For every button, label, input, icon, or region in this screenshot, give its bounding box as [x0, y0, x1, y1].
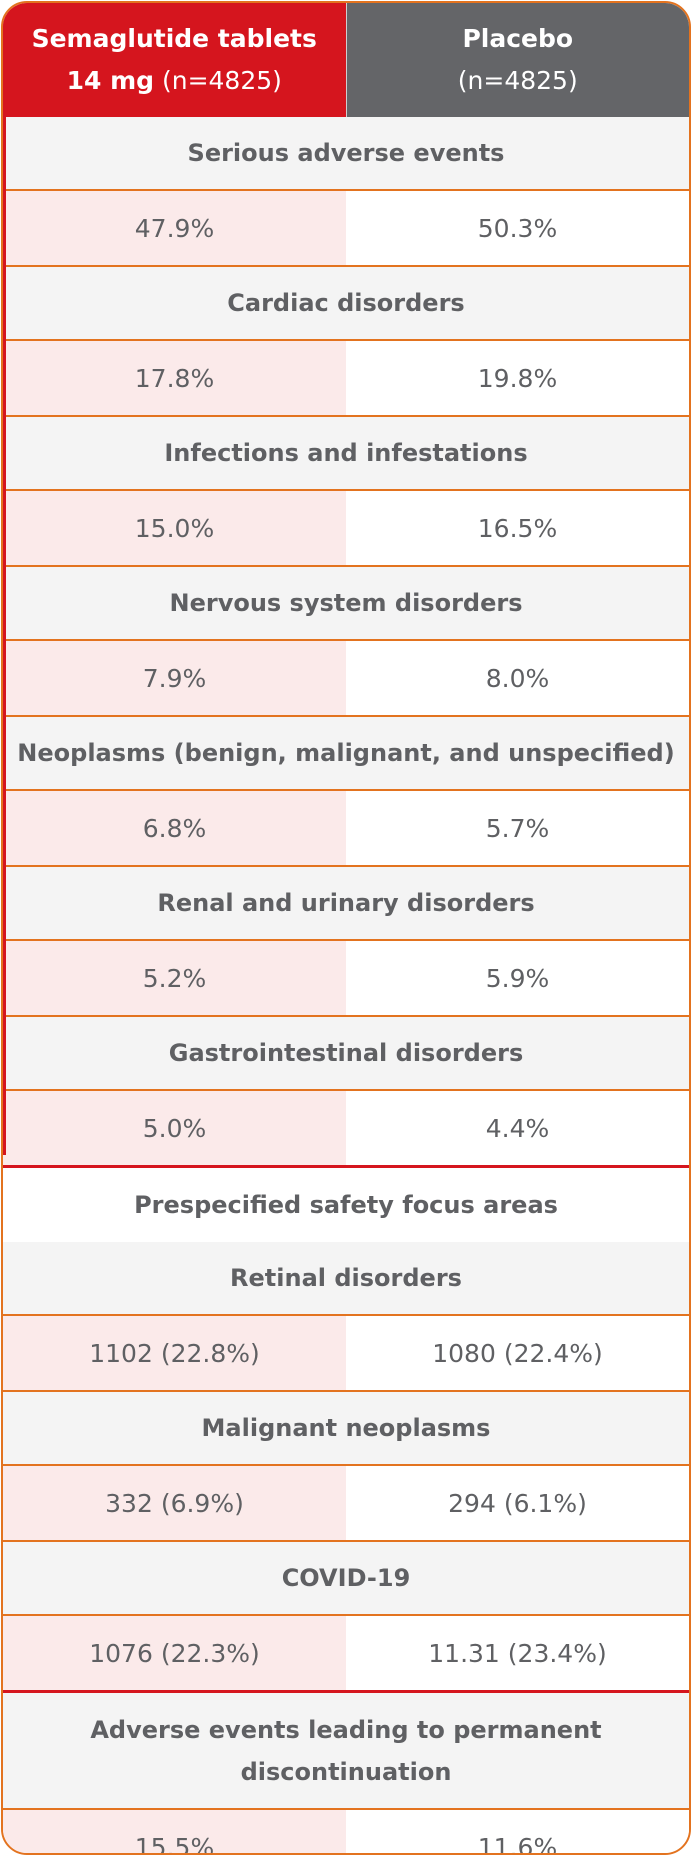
semaglutide-value: 1102 (22.8%)	[3, 1316, 346, 1390]
category-row: Retinal disorders	[3, 1242, 689, 1316]
placebo-value: 11.6%	[346, 1810, 689, 1853]
semaglutide-value: 5.2%	[3, 941, 346, 1015]
placebo-value: 11.31 (23.4%)	[346, 1616, 689, 1690]
semaglutide-dose-line: 14 mg (n=4825)	[66, 66, 282, 95]
category-row: Nervous system disorders	[3, 567, 689, 641]
category-label: Infections and infestations	[164, 439, 528, 467]
placebo-value: 1080 (22.4%)	[346, 1316, 689, 1390]
values-row: 6.8% 5.7%	[3, 791, 689, 867]
placebo-value: 19.8%	[346, 341, 689, 415]
semaglutide-value: 5.0%	[3, 1091, 346, 1165]
placebo-value: 5.7%	[346, 791, 689, 865]
placebo-header: Placebo (n=4825)	[345, 3, 689, 117]
category-label: COVID-19	[281, 1564, 411, 1592]
semaglutide-value: 332 (6.9%)	[3, 1466, 346, 1540]
category-row: Gastrointestinal disorders	[3, 1017, 689, 1091]
category-label: Retinal disorders	[230, 1264, 462, 1292]
semaglutide-value: 17.8%	[3, 341, 346, 415]
values-row: 1076 (22.3%) 11.31 (23.4%)	[3, 1616, 689, 1693]
category-row: COVID-19	[3, 1542, 689, 1616]
category-label: Cardiac disorders	[227, 289, 465, 317]
category-label: Serious adverse events	[187, 139, 505, 167]
values-row: 15.5% 11.6%	[3, 1810, 689, 1853]
placebo-value: 294 (6.1%)	[346, 1466, 689, 1540]
placebo-title: Placebo	[462, 24, 574, 53]
values-row: 15.0% 16.5%	[3, 491, 689, 567]
category-row: Malignant neoplasms	[3, 1392, 689, 1466]
values-row: 17.8% 19.8%	[3, 341, 689, 417]
semaglutide-value: 7.9%	[3, 641, 346, 715]
category-label: Renal and urinary disorders	[157, 889, 535, 917]
semaglutide-value: 6.8%	[3, 791, 346, 865]
category-label: Nervous system disorders	[169, 589, 523, 617]
section-heading: Prespecified safety focus areas	[3, 1168, 689, 1242]
section-title: Prespecified safety focus areas	[134, 1191, 558, 1219]
semaglutide-value: 47.9%	[3, 191, 346, 265]
category-row: Infections and infestations	[3, 417, 689, 491]
category-row: Renal and urinary disorders	[3, 867, 689, 941]
category-label: Malignant neoplasms	[201, 1414, 491, 1442]
placebo-value: 16.5%	[346, 491, 689, 565]
category-row: Cardiac disorders	[3, 267, 689, 341]
semaglutide-value: 15.5%	[3, 1810, 346, 1853]
placebo-value: 4.4%	[346, 1091, 689, 1165]
values-row: 5.2% 5.9%	[3, 941, 689, 1017]
table-header: Semaglutide tablets 14 mg (n=4825) Place…	[3, 3, 689, 117]
semaglutide-title: Semaglutide tablets	[31, 24, 317, 53]
values-row: 5.0% 4.4%	[3, 1091, 689, 1168]
left-accent-bar	[3, 3, 6, 1155]
placebo-value: 5.9%	[346, 941, 689, 1015]
category-label: Adverse events leading to permanent disc…	[90, 1715, 602, 1786]
placebo-value: 8.0%	[346, 641, 689, 715]
category-label: Neoplasms (benign, malignant, and unspec…	[17, 739, 675, 767]
category-row: Serious adverse events	[3, 117, 689, 191]
semaglutide-value: 1076 (22.3%)	[3, 1616, 346, 1690]
semaglutide-value: 15.0%	[3, 491, 346, 565]
values-row: 47.9% 50.3%	[3, 191, 689, 267]
category-label: Gastrointestinal disorders	[168, 1039, 524, 1067]
placebo-n: (n=4825)	[457, 66, 578, 95]
values-row: 1102 (22.8%) 1080 (22.4%)	[3, 1316, 689, 1392]
category-row: Neoplasms (benign, malignant, and unspec…	[3, 717, 689, 791]
semaglutide-header: Semaglutide tablets 14 mg (n=4825)	[3, 3, 346, 117]
category-row: Adverse events leading to permanent disc…	[3, 1693, 689, 1810]
values-row: 7.9% 8.0%	[3, 641, 689, 717]
placebo-value: 50.3%	[346, 191, 689, 265]
values-row: 332 (6.9%) 294 (6.1%)	[3, 1466, 689, 1542]
